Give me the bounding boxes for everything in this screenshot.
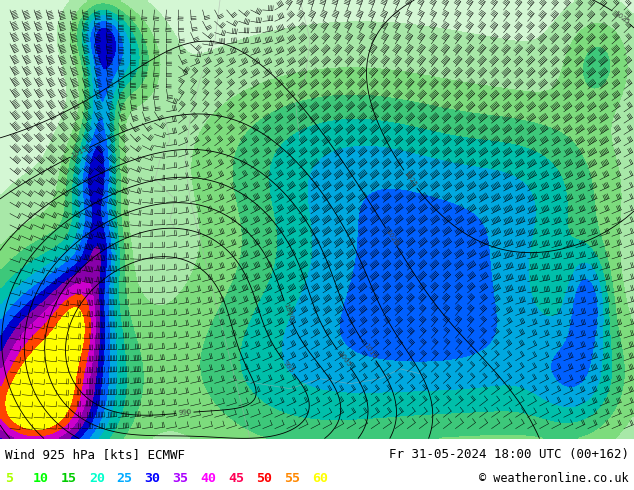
Text: 1025: 1025 — [403, 171, 418, 188]
Text: 30: 30 — [145, 472, 160, 485]
Text: 1015: 1015 — [70, 146, 89, 159]
Text: 1020: 1020 — [384, 228, 399, 246]
Text: 60: 60 — [312, 472, 328, 485]
Text: 995: 995 — [282, 360, 295, 374]
Text: 55: 55 — [284, 472, 300, 485]
Text: Fr 31-05-2024 18:00 UTC (00+162): Fr 31-05-2024 18:00 UTC (00+162) — [389, 448, 629, 461]
Text: 990: 990 — [178, 409, 191, 416]
Text: © weatheronline.co.uk: © weatheronline.co.uk — [479, 472, 629, 485]
Text: 25: 25 — [117, 472, 133, 485]
Text: 1005: 1005 — [336, 349, 351, 368]
Text: 1000: 1000 — [282, 302, 294, 321]
Text: 50: 50 — [256, 472, 272, 485]
Text: Wind 925 hPa [kts] ECMWF: Wind 925 hPa [kts] ECMWF — [5, 448, 185, 461]
Text: 10: 10 — [33, 472, 49, 485]
Text: 45: 45 — [228, 472, 244, 485]
Text: 40: 40 — [200, 472, 216, 485]
Text: 35: 35 — [172, 472, 188, 485]
Text: 1010: 1010 — [362, 343, 377, 361]
Text: 20: 20 — [89, 472, 105, 485]
Text: 15: 15 — [61, 472, 77, 485]
Text: 5: 5 — [5, 472, 13, 485]
Text: 1025: 1025 — [612, 9, 630, 25]
